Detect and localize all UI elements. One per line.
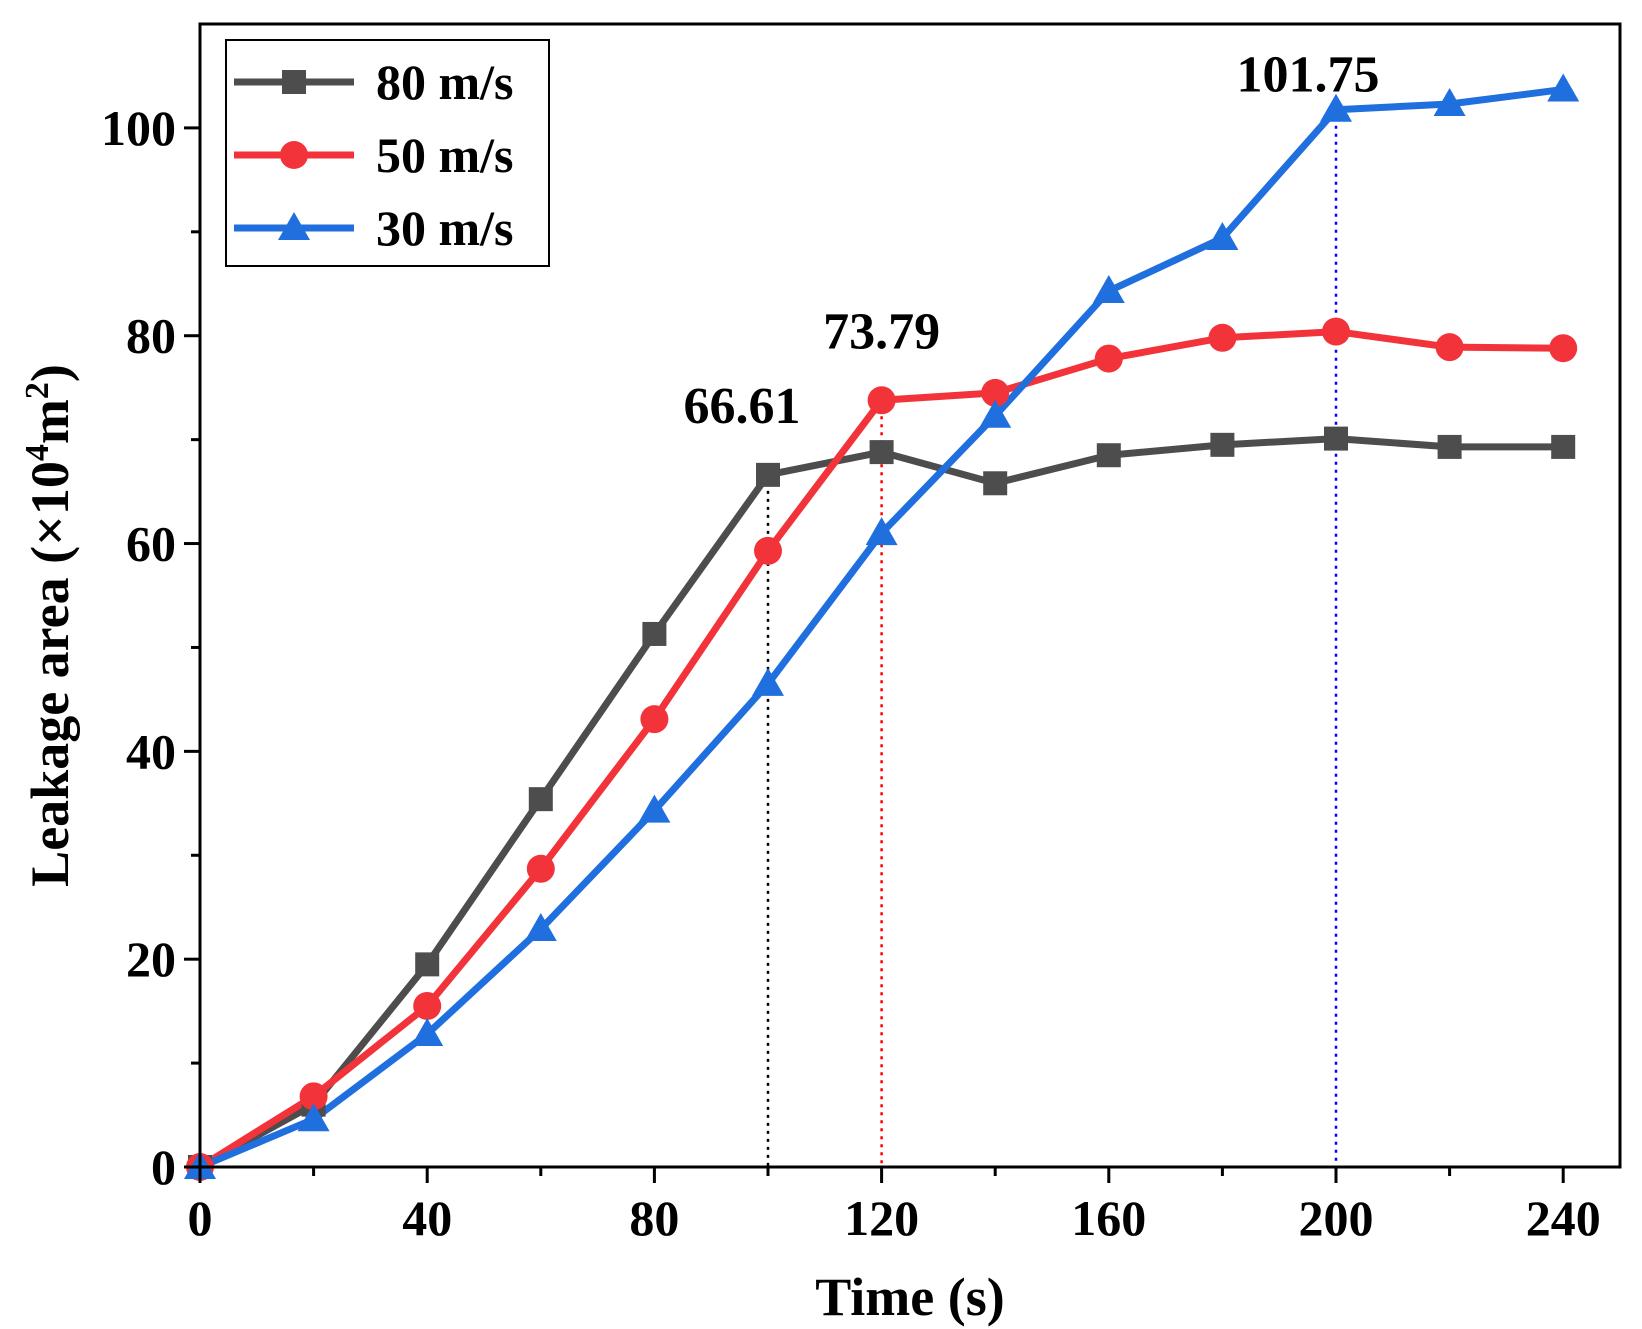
data-point: [1437, 434, 1462, 459]
legend-label: 50 m/s: [376, 127, 514, 183]
data-point: [1096, 443, 1121, 468]
data-point: [752, 667, 784, 696]
data-point: [754, 536, 782, 565]
x-tick-label: 120: [844, 1190, 919, 1246]
data-point: [756, 462, 780, 487]
y-axis-title-sup1: 4: [19, 444, 56, 461]
y-axis-title-prefix: Leakage area (×10: [20, 461, 80, 887]
y-axis-title-sup2: 2: [19, 382, 56, 399]
data-point: [1549, 334, 1578, 363]
series-markers: [184, 73, 1580, 1181]
annotation-label: 101.75: [1237, 47, 1380, 104]
x-tick-label: 40: [402, 1190, 452, 1246]
y-tick-label: 20: [126, 931, 176, 987]
data-annotations: 66.61 73.79 101.75: [684, 47, 1380, 435]
data-point: [1433, 88, 1466, 117]
y-axis-title-suffix: ): [20, 364, 80, 382]
data-point: [1320, 93, 1352, 122]
data-point: [413, 991, 442, 1020]
data-point: [415, 952, 440, 977]
data-point: [1551, 434, 1576, 459]
data-point: [411, 1017, 444, 1046]
data-point: [638, 794, 671, 823]
y-tick-label: 80: [126, 308, 176, 364]
x-tick-label: 80: [629, 1190, 679, 1246]
data-point: [1206, 222, 1239, 251]
data-point: [1547, 73, 1580, 102]
annotation-label: 66.61: [684, 378, 801, 435]
data-point: [1210, 432, 1235, 457]
data-point: [865, 517, 898, 546]
data-point: [981, 378, 1010, 407]
legend-marker: [278, 212, 310, 240]
axis-ticks: [184, 126, 1565, 1183]
x-tick-label: 0: [188, 1190, 213, 1246]
x-tick-label: 200: [1299, 1190, 1374, 1246]
data-point: [1094, 344, 1123, 373]
data-point: [1092, 275, 1125, 304]
y-tick-label: 40: [126, 723, 176, 779]
legend-label: 30 m/s: [376, 200, 514, 256]
y-tick-label: 60: [126, 516, 176, 572]
data-point: [526, 854, 555, 883]
data-point: [983, 471, 1008, 496]
data-point: [1324, 426, 1348, 451]
y-axis-title-mid: m: [20, 399, 80, 444]
data-point: [299, 1082, 328, 1111]
plot-frame: [198, 22, 1622, 1169]
x-axis-title: Time (s): [815, 1267, 1004, 1327]
legend-marker: [280, 141, 308, 169]
x-tick-label: 240: [1526, 1190, 1601, 1246]
data-point: [1435, 333, 1464, 362]
data-point: [528, 787, 553, 812]
data-point: [640, 705, 669, 734]
data-point: [869, 440, 894, 465]
data-point: [979, 399, 1012, 428]
data-point: [297, 1103, 330, 1132]
data-point: [1322, 317, 1350, 346]
legend-label: 80 m/s: [376, 54, 514, 110]
annotation-label: 73.79: [823, 303, 940, 360]
data-point: [867, 386, 896, 415]
y-tick-label: 0: [151, 1139, 176, 1195]
data-point: [524, 913, 557, 942]
y-axis-title: Leakage area (×104m2): [19, 364, 80, 887]
legend-marker: [282, 70, 306, 94]
data-point: [1208, 323, 1237, 352]
data-point: [642, 621, 667, 646]
y-tick-label: 100: [101, 100, 176, 156]
legend: 80 m/s 50 m/s 30 m/s: [225, 39, 550, 267]
annotation-guides: [766, 109, 1338, 1167]
tick-labels: 0 40 80 120 160 200 240 0 20 40 60 80 100: [101, 100, 1601, 1246]
x-tick-label: 160: [1071, 1190, 1146, 1246]
